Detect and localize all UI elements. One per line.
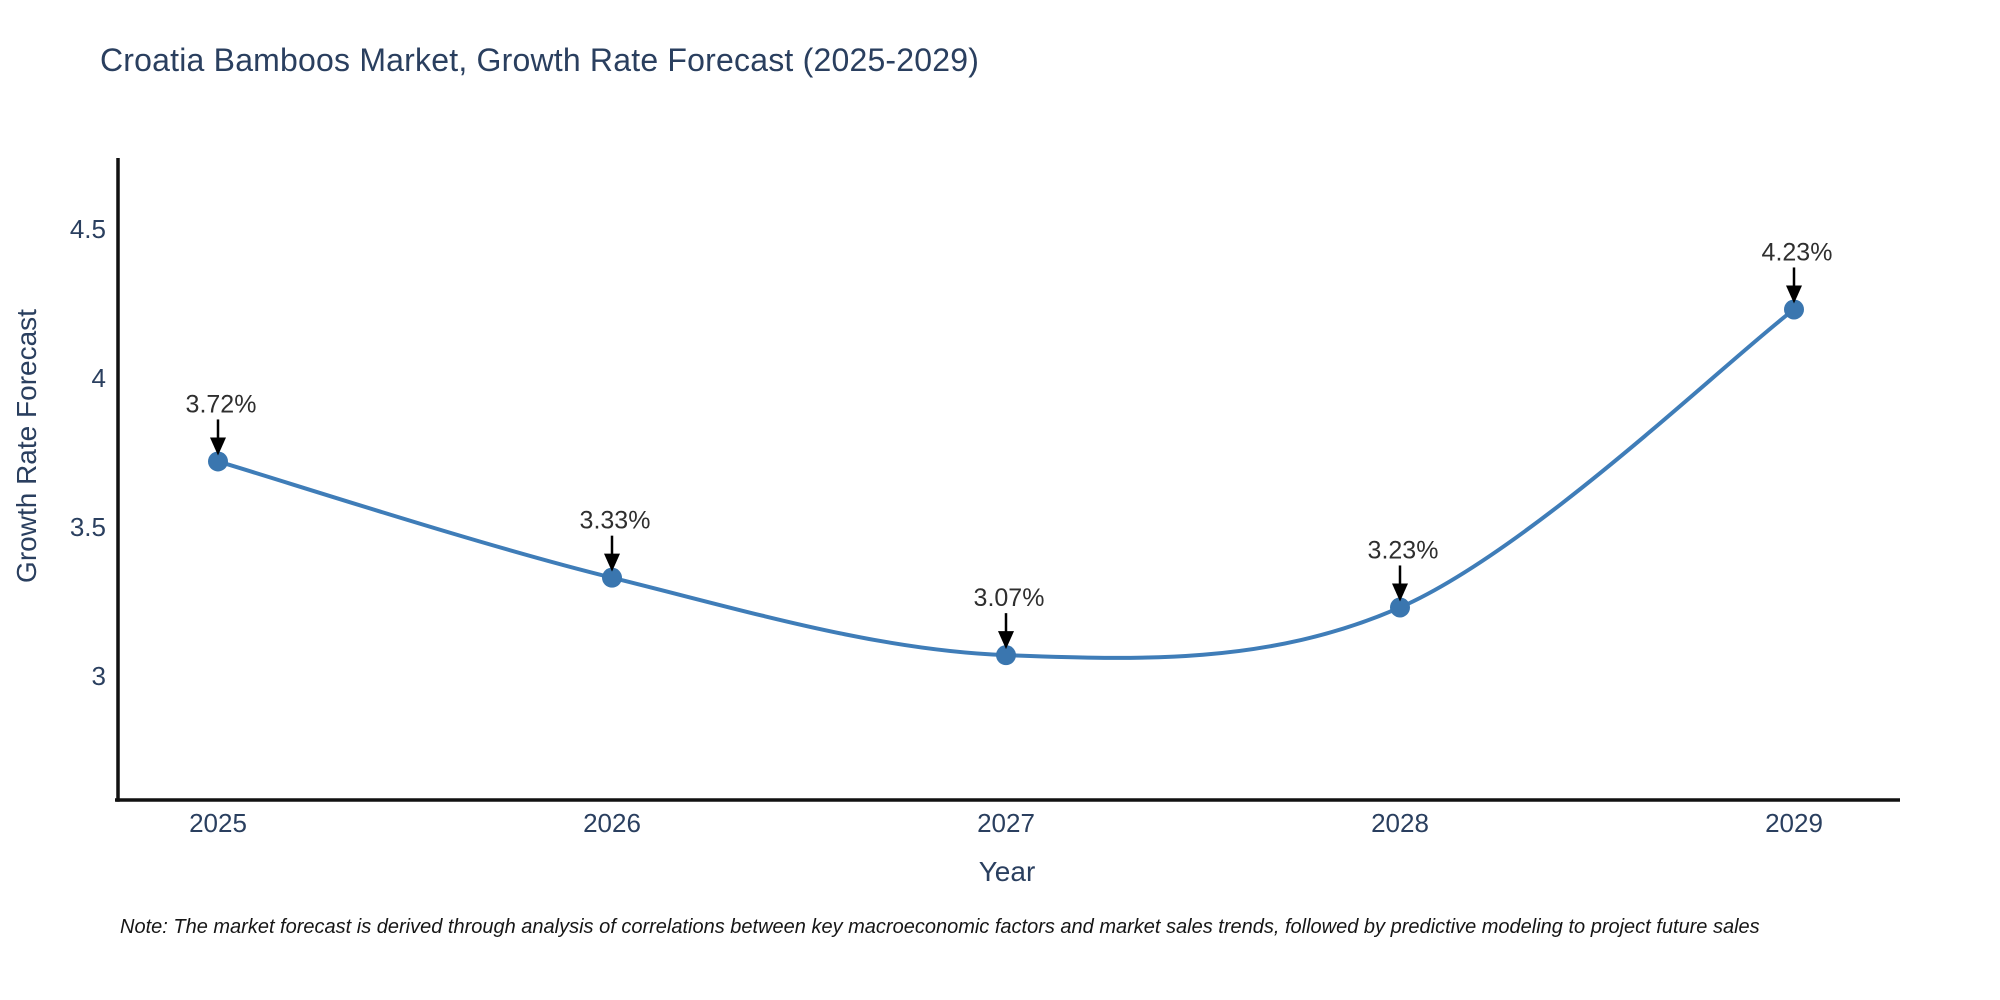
y-tick-label: 3 [92,661,106,691]
data-point-marker [996,645,1016,666]
annotation-arrowhead-icon [1786,285,1802,304]
chart-title: Croatia Bamboos Market, Growth Rate Fore… [100,42,980,78]
data-point-marker [208,451,228,472]
data-point-label: 3.23% [1368,536,1439,564]
x-axis-title: Year [978,856,1036,887]
annotation-arrowhead-icon [604,553,620,572]
x-tick-label: 2027 [977,808,1035,838]
annotation-arrowhead-icon [1392,583,1408,602]
x-tick-label: 2029 [1765,808,1823,838]
x-tick-label: 2025 [189,808,247,838]
data-point-label: 3.33% [580,507,651,535]
x-tick-label: 2026 [583,808,641,838]
data-point-label: 4.23% [1762,238,1833,266]
annotation-arrowhead-icon [210,437,226,456]
footnote: Note: The market forecast is derived thr… [120,916,1760,938]
y-tick-label: 4 [92,363,106,393]
data-point-marker [602,567,622,588]
annotation-arrowhead-icon [998,631,1014,650]
y-axis-title: Growth Rate Forecast [11,309,42,583]
data-point-label: 3.07% [974,584,1045,612]
x-tick-label: 2028 [1371,808,1429,838]
data-point-label: 3.72% [186,390,257,418]
data-point-marker [1390,597,1410,618]
y-tick-label: 4.5 [70,214,106,244]
y-tick-label: 3.5 [70,512,106,542]
data-point-marker [1784,299,1804,320]
